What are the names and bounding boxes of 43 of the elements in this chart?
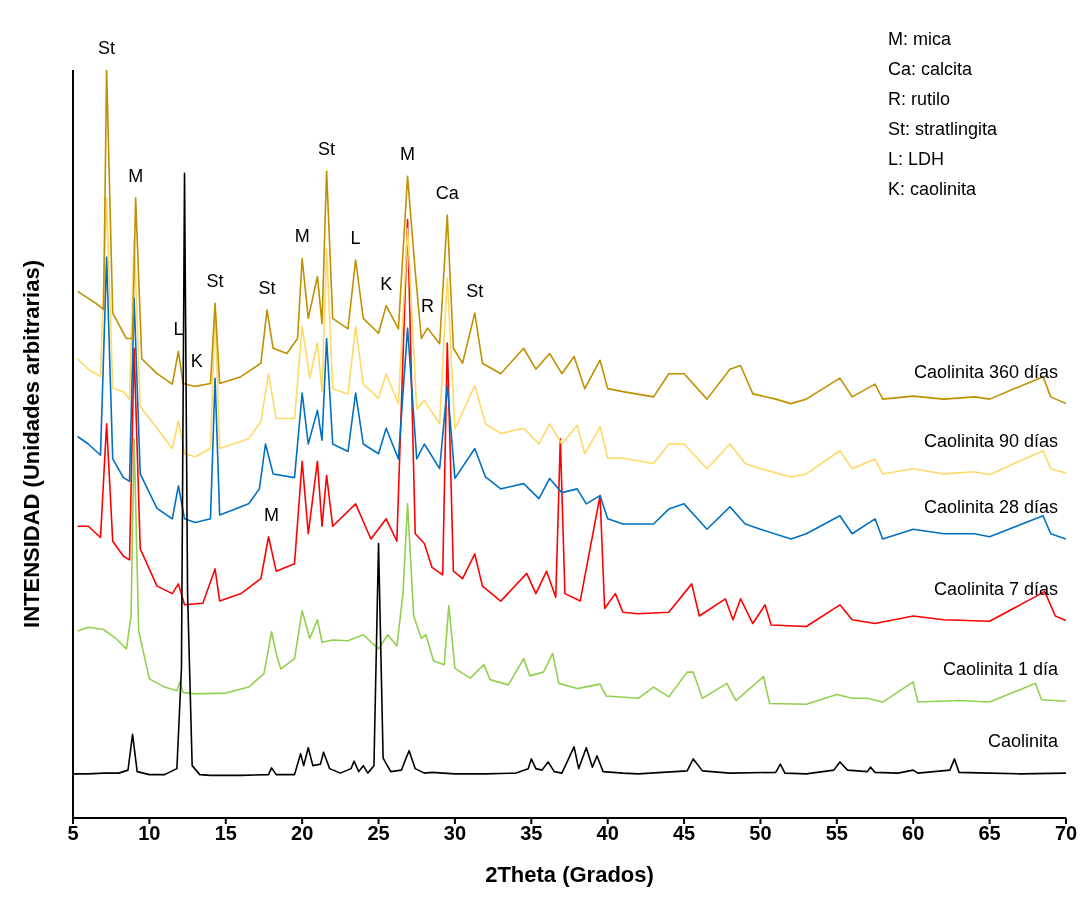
annotation: M	[263, 504, 281, 526]
x-tick-label: 20	[291, 822, 314, 845]
x-tick-label: 5	[67, 822, 79, 845]
x-tick-label: 60	[902, 822, 925, 845]
annotation: St	[465, 281, 485, 303]
series-label: Caolinita 360 días	[913, 361, 1058, 383]
x-tick-label: 30	[443, 822, 467, 845]
x-tick-label: 65	[978, 822, 1001, 845]
annotation: R	[419, 296, 435, 318]
annotation: Ca: calcita	[888, 58, 974, 81]
annotation: St	[317, 138, 337, 160]
annotation: St	[257, 278, 277, 300]
annotation: L	[349, 227, 362, 249]
x-tick-label: 70	[1054, 822, 1078, 845]
annotation: R: rutilo	[888, 88, 951, 111]
x-tick-label: 40	[596, 822, 619, 845]
annotation: Ca	[434, 183, 460, 205]
annotation: M	[399, 144, 417, 166]
x-tick-label: 15	[214, 822, 237, 845]
annotation: L: LDH	[888, 148, 946, 171]
text: M: mica	[888, 28, 952, 51]
x-tick-label: 50	[749, 822, 772, 845]
series-label: Caolinita	[987, 731, 1058, 753]
x-axis-title: 2Theta (Grados)	[485, 862, 654, 887]
annotation: K	[189, 351, 204, 373]
annotation: K: caolinita	[888, 178, 978, 201]
series-label: Caolinita 28 días	[923, 496, 1058, 518]
series-label: Caolinita 90 días	[923, 431, 1058, 453]
annotation: St: stratlingita	[888, 118, 998, 141]
x-tick-label: 55	[825, 822, 848, 845]
annotation: St	[97, 38, 117, 59]
series-label: Caolinita 7 días	[933, 578, 1058, 600]
x-tick-label: 10	[138, 822, 161, 845]
annotation: M	[293, 226, 311, 248]
x-tick-label: 25	[367, 822, 390, 845]
annotation: St	[205, 271, 225, 293]
annotation: M	[127, 165, 145, 187]
y-axis-title: INTENSIDAD (Unidades arbitrarias)	[18, 260, 44, 628]
series-label: Caolinita 1 día	[942, 659, 1058, 681]
x-tick-label: 45	[672, 822, 696, 845]
x-tick-label: 35	[520, 822, 543, 845]
annotation: L	[172, 319, 185, 341]
annotation: K	[379, 273, 394, 295]
